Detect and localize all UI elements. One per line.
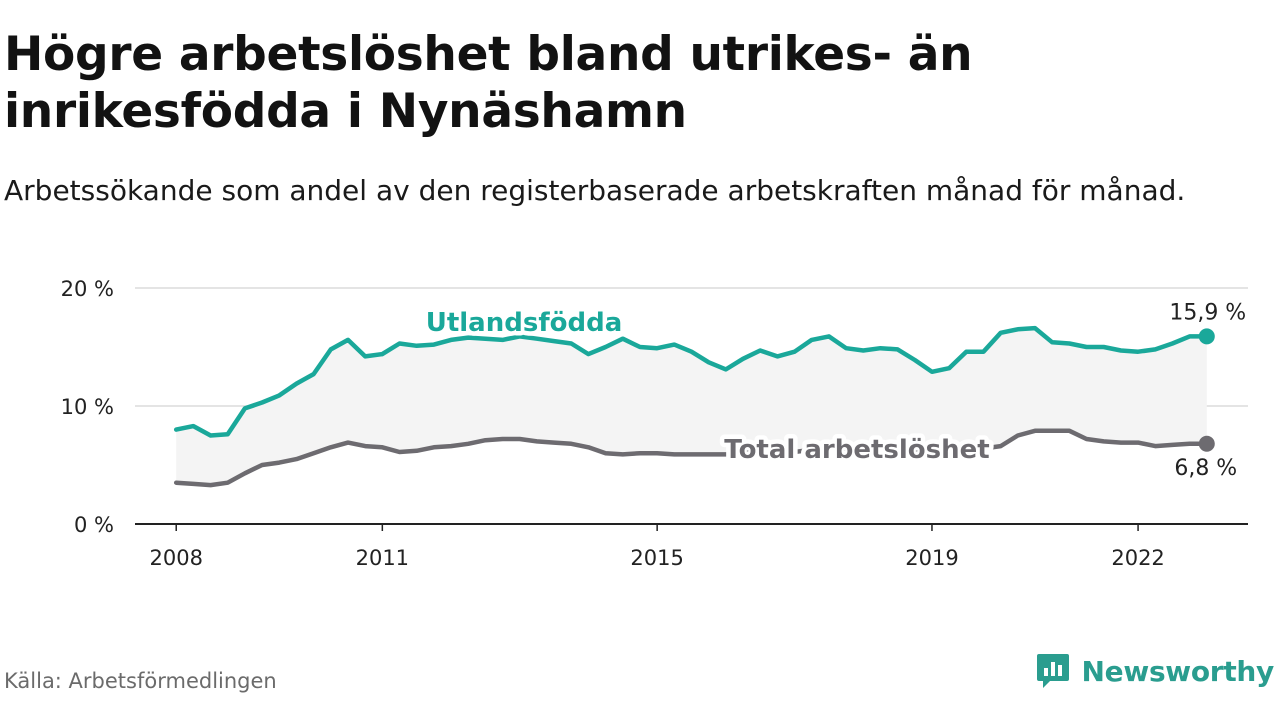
series-lines (173, 325, 1215, 488)
brand-name: Newsworthy (1081, 654, 1275, 688)
x-tick-label-2022: 2022 (1111, 546, 1164, 570)
series-label-foreign: Utlandsfödda (426, 308, 623, 338)
chart-title: Högre arbetslöshet bland utrikes- än inr… (4, 27, 973, 139)
chart-subtitle: Arbetssökande som andel av den registerb… (4, 174, 1186, 207)
series-line-total (173, 428, 1210, 488)
end-label-foreign: 15,9 % (1169, 300, 1246, 325)
newsworthy-logo: Newsworthy (1036, 652, 1274, 690)
x-tick-label-2008: 2008 (149, 546, 202, 570)
y-tick-label-10: 10 % (61, 395, 114, 419)
end-point-foreign (1198, 328, 1215, 345)
y-tick-label-0: 0 % (74, 513, 114, 537)
source-note: Källa: Arbetsförmedlingen (4, 669, 277, 693)
y-tick-label-20: 20 % (61, 277, 114, 301)
end-label-total: 6,8 % (1174, 456, 1237, 481)
series-labels: 15,9 % 6,8 % Utlandsfödda Total arbetslöshe… (421, 300, 1246, 481)
series-label-total: Total arbetslöshet (724, 435, 989, 465)
line-chart: 0 % 10 % 20 % 2008 2011 2015 2019 2022 15,9 % 6… (61, 277, 1248, 570)
x-tick-label-2019: 2019 (905, 546, 958, 570)
series-line-foreign (173, 325, 1210, 438)
y-axis-ticks: 0 % 10 % 20 % (61, 277, 114, 537)
x-tick-label-2015: 2015 (630, 546, 683, 570)
x-axis-ticks: 2008 2011 2015 2019 2022 (149, 524, 1165, 570)
end-point-total (1198, 435, 1215, 452)
x-tick-label-2011: 2011 (356, 546, 409, 570)
newsworthy-icon (1036, 654, 1069, 688)
